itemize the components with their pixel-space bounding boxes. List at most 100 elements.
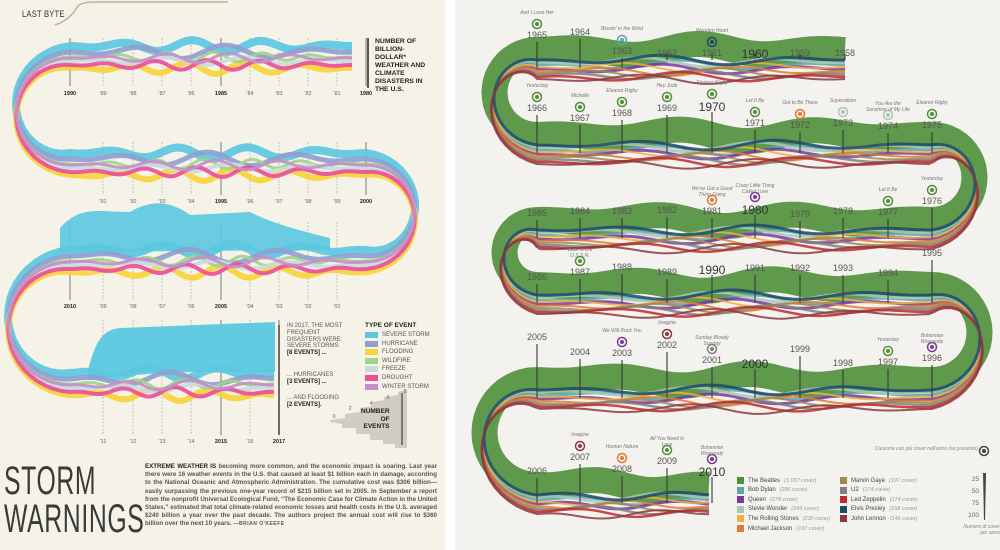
legend-item: WINTER STORM bbox=[365, 383, 429, 390]
top-song-label: Let It Be bbox=[745, 98, 765, 104]
top-song-label: Human Nature bbox=[605, 444, 639, 450]
year-tick-label: 1988 bbox=[611, 262, 633, 272]
headline: STORM WARNINGS bbox=[4, 461, 145, 541]
legend-swatch bbox=[840, 496, 847, 504]
legend-label: DROUGHT bbox=[382, 375, 413, 381]
annotation-intro: IN 2017, THE MOST FREQUENT DISASTERS WER… bbox=[287, 323, 343, 343]
record-icon bbox=[574, 440, 586, 452]
record-icon bbox=[616, 452, 628, 464]
top-song-label: Eleanor Rigby bbox=[696, 80, 728, 86]
record-icon-center bbox=[930, 188, 934, 192]
record-icon bbox=[531, 18, 543, 30]
legend-artist: The Beatles bbox=[748, 477, 781, 484]
legend-artist: Queen bbox=[748, 496, 767, 503]
size-scale-tick: 4 bbox=[369, 401, 372, 407]
record-icon-center bbox=[578, 259, 582, 263]
chart-title-line: CLIMATE bbox=[375, 70, 405, 77]
year-tick-label: 1998 bbox=[832, 358, 854, 368]
top-song-label: All You Need Is Love bbox=[649, 436, 685, 448]
year-tick-label: '94 bbox=[187, 199, 195, 205]
size-scale-label-line: EVENTS bbox=[363, 423, 390, 430]
year-tick-label: '98 bbox=[304, 199, 312, 205]
header-rule bbox=[54, 1, 228, 26]
year-tick-label: 1980 bbox=[741, 203, 769, 217]
annotation-text: SEVERE STORMS bbox=[287, 343, 339, 349]
legend-item: Bob Dylan (286 cover) bbox=[737, 486, 808, 494]
year-tick-label: 1972 bbox=[789, 120, 811, 130]
legend-cover-count: (286 cover) bbox=[779, 487, 808, 494]
legend-swatch bbox=[840, 505, 847, 513]
size-scale-shape bbox=[330, 390, 407, 448]
record-icon-center bbox=[886, 349, 890, 353]
year-tick-label: 1985 bbox=[214, 91, 228, 97]
record-icon-center bbox=[753, 110, 757, 114]
chart-title-line: DISASTERS IN bbox=[375, 78, 423, 85]
year-tick-label: '01 bbox=[333, 304, 341, 310]
legend-cover-count: (174 cover) bbox=[862, 487, 891, 494]
scale-bar bbox=[983, 473, 986, 520]
legend-item: John Lennon (146 cover) bbox=[840, 515, 918, 523]
legend-item: SEVERE STORM bbox=[365, 332, 430, 338]
legend-artist: Led Zeppelin bbox=[851, 496, 886, 503]
year-tick-label: '83 bbox=[275, 91, 283, 97]
top-song-label: We've Got a Good Thing Going bbox=[691, 186, 733, 198]
chart-title-line: DOLLAR* bbox=[375, 54, 406, 61]
year-tick-label: 2007 bbox=[569, 452, 591, 462]
year-tick-label: '12 bbox=[129, 439, 137, 445]
record-icon-center bbox=[620, 340, 624, 344]
band-severe-storm bbox=[4, 36, 420, 383]
record-icon-center bbox=[578, 444, 582, 448]
chart-title-line: THE U.S. bbox=[375, 86, 404, 93]
top-song-label: Yesterday bbox=[920, 176, 944, 182]
year-tick-label: 1970 bbox=[698, 100, 726, 114]
legend-swatch bbox=[365, 383, 378, 390]
top-song-label: Bohemian Rhapsody bbox=[920, 333, 944, 345]
scale-tick: 25 bbox=[972, 476, 980, 483]
legend-cover-count: (197 cover) bbox=[889, 477, 917, 484]
legend-cover-count: (197 cover) bbox=[796, 525, 825, 532]
legend-cover-count: (1.657 cover) bbox=[784, 477, 817, 484]
legend-item: FLOODING bbox=[365, 349, 413, 356]
year-tick-label: 1982 bbox=[656, 205, 678, 215]
record-icon-center bbox=[798, 112, 802, 116]
legend-artist: The Rolling Stones bbox=[748, 515, 799, 522]
legend-swatch bbox=[365, 366, 378, 373]
record-icon-center bbox=[710, 198, 714, 202]
legend-item: Elvis Presley (168 cover) bbox=[840, 505, 918, 513]
scale-note-line: per anno bbox=[980, 530, 1000, 536]
top-song-label: Blowin' in the Wind bbox=[600, 26, 644, 32]
year-tick-label: '99 bbox=[333, 199, 341, 205]
record-icon bbox=[616, 336, 628, 348]
year-tick-label: 2002 bbox=[656, 340, 678, 350]
legend-cover-count: (168 cover) bbox=[889, 506, 918, 513]
record-icon-center bbox=[665, 95, 669, 99]
year-tick-label: 1977 bbox=[877, 207, 899, 217]
record-icon-center bbox=[578, 105, 582, 109]
year-tick-label: 2001 bbox=[701, 355, 723, 365]
top-song-label: Yesterday bbox=[876, 337, 900, 343]
year-tick-label: 1990 bbox=[698, 263, 726, 277]
year-tick-label: 1985 bbox=[526, 208, 548, 218]
chart-title-line: WEATHER AND bbox=[375, 62, 426, 69]
severe-storm-area-2000s bbox=[60, 203, 330, 252]
size-scale-label-line: OF bbox=[380, 415, 390, 423]
top-song-label: You Are the Sunshine of My Life bbox=[866, 101, 910, 113]
scale-tick: 75 bbox=[972, 500, 980, 507]
band-hurricane bbox=[6, 42, 418, 388]
year-tick-label: 1997 bbox=[877, 357, 899, 367]
size-scale-tick: 0 bbox=[332, 414, 335, 420]
headline-line: WARNINGS bbox=[4, 497, 145, 541]
year-tick-label: 1984 bbox=[569, 206, 591, 216]
year-tick-label: 2010 bbox=[698, 465, 726, 479]
legend-swatch bbox=[365, 349, 378, 356]
legend-item: The Rolling Stones (230 cover) bbox=[737, 515, 831, 523]
legend-cover-count: (249 cover) bbox=[791, 506, 820, 513]
legend-label: SEVERE STORM bbox=[382, 332, 430, 338]
legend-item: DROUGHT bbox=[365, 375, 412, 381]
top-song-label: Superstition bbox=[829, 98, 857, 104]
year-tick-label: 1993 bbox=[832, 263, 854, 273]
year-tick-label: 1961 bbox=[701, 48, 723, 58]
year-tick-label: '81 bbox=[333, 91, 341, 97]
year-tick-label: 1995 bbox=[921, 248, 943, 258]
legend-swatch bbox=[840, 515, 847, 523]
